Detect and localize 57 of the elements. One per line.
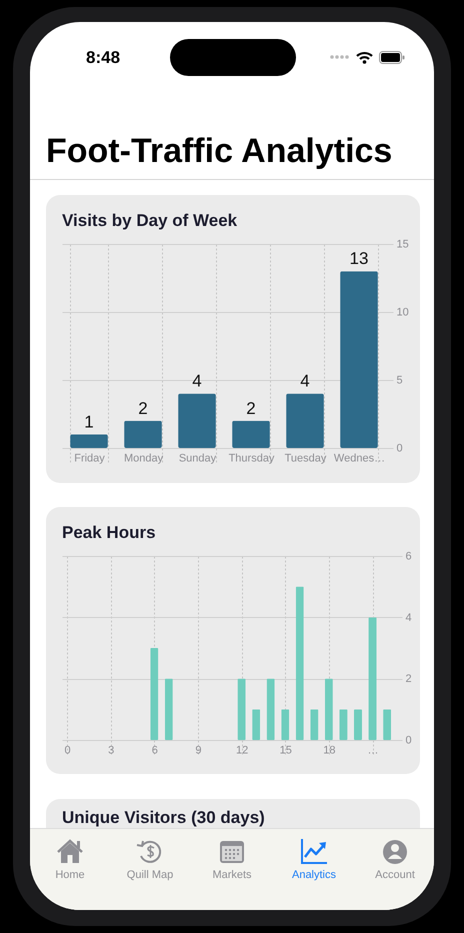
y-tick-label: 4 [406,612,412,624]
text: 8:48 [86,48,120,68]
bar [178,394,216,448]
y-tick-label: 5 [396,374,403,386]
x-tick-label: Tuesday [284,452,327,464]
text: Markets [212,869,252,881]
bar [286,394,324,448]
x-tick-label: 15 [280,744,292,756]
y-tick-label: 0 [406,734,412,746]
bar [354,709,362,740]
bar [124,420,162,448]
bar [296,586,304,740]
text: Home [55,869,85,881]
x-tick-label: 0 [64,744,71,756]
x-tick-label: 18 [323,744,336,756]
bar [368,617,377,740]
bar [340,271,378,448]
text: Quill Map [126,869,174,881]
bar [383,709,392,740]
x-tick-label: 3 [108,744,114,756]
text: Analytics [292,869,336,881]
data-label: 2 [138,398,148,418]
y-tick-label: 15 [396,238,409,250]
x-tick-label: Wednes… [334,452,386,464]
x-tick-label: Friday [74,452,106,464]
y-tick-label: 2 [406,673,412,686]
chart-title: Visits by Day of Week [62,211,238,231]
x-tick-label: 9 [195,744,202,756]
bar [164,678,173,740]
bar [266,678,275,740]
bar [150,648,158,740]
data-label: 2 [246,398,256,418]
x-tick-label: 6 [152,744,158,756]
bar [339,709,348,740]
x-tick-label: Thursday [228,452,275,464]
y-tick-label: 0 [396,442,403,454]
bar [252,709,260,740]
x-tick-label: 12 [236,744,248,756]
text: Unique Visitors (30 days) [62,808,265,828]
bar [324,678,333,740]
x-tick-label: … [368,744,379,756]
bar [281,709,290,740]
y-tick-label: 10 [396,306,409,318]
y-tick-label: 6 [406,550,412,562]
data-label: 4 [192,372,202,391]
data-label: 13 [350,249,368,268]
bar [310,709,318,740]
chart-title: Peak Hours [62,523,156,543]
bar [70,434,108,448]
data-label: 4 [300,372,310,391]
x-tick-label: Sunday [178,452,217,464]
bar [238,678,246,740]
text: Account [375,869,415,881]
data-label: 1 [84,412,94,432]
text: Foot-Traffic Analytics [46,132,392,171]
bar [232,420,270,448]
x-tick-label: Monday [124,452,164,464]
